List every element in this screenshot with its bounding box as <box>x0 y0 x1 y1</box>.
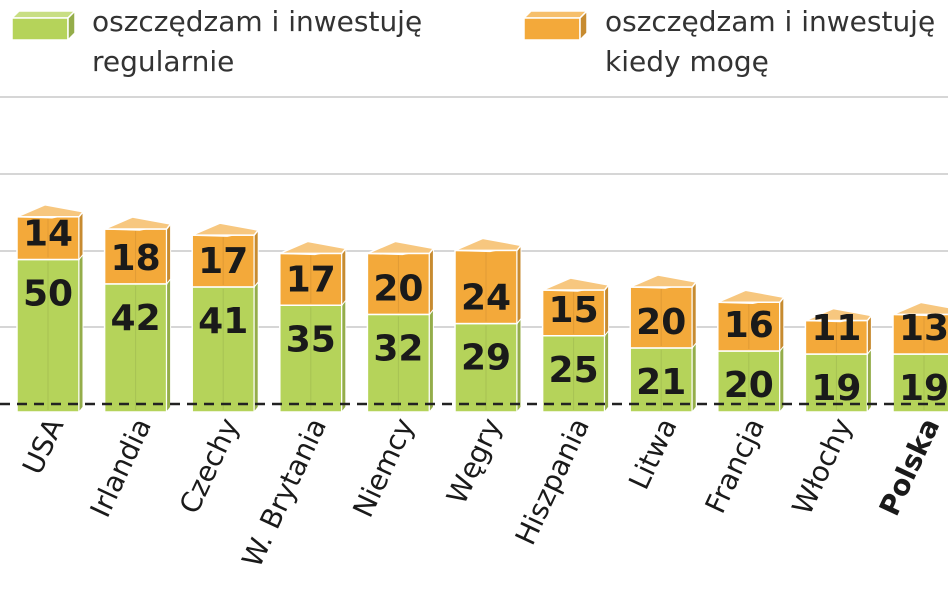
legend-label-regular-line2: regularnie <box>92 45 234 78</box>
bar-top-cap <box>542 277 610 291</box>
category-label-węgry: Węgry <box>440 413 508 509</box>
value-label-when-possible: 20 <box>636 302 686 343</box>
category-label-niemcy: Niemcy <box>346 413 420 522</box>
bar-top-cap <box>805 307 873 322</box>
bar-segment-when-possible <box>629 280 697 350</box>
value-label-regular: 32 <box>373 328 423 369</box>
bar-segment-regular <box>804 347 872 414</box>
bar-segment-when-possible <box>16 210 84 261</box>
category-label-irlandia: Irlandia <box>84 413 158 522</box>
value-label-regular: 35 <box>286 319 336 360</box>
value-label-when-possible: 17 <box>286 259 336 300</box>
bar-top-cap <box>104 216 172 230</box>
value-label-when-possible: 17 <box>198 241 248 282</box>
category-label-litwa: Litwa <box>622 413 683 494</box>
value-label-regular: 41 <box>198 301 248 342</box>
bar-segment-regular <box>103 277 172 414</box>
value-label-regular: 25 <box>549 350 599 391</box>
bar-segment-when-possible <box>103 222 172 286</box>
value-label-when-possible: 14 <box>23 214 73 255</box>
bar-top-cap <box>629 274 698 288</box>
legend-swatch-regular <box>10 9 77 42</box>
bar-segment-regular <box>191 280 259 414</box>
value-label-when-possible: 13 <box>899 308 948 349</box>
value-label-regular: 42 <box>111 298 161 339</box>
value-label-regular: 19 <box>811 368 861 409</box>
category-label-czechy: Czechy <box>173 413 246 519</box>
bar-segment-regular <box>892 353 948 413</box>
bar-segment-when-possible <box>191 228 259 289</box>
category-label-w-brytania: W. Brytania <box>235 413 333 572</box>
category-label-usa: USA <box>16 413 70 479</box>
legend: oszczędzam i inwestuję regularnie oszczę… <box>10 5 935 78</box>
legend-swatch-when-possible <box>522 9 589 42</box>
value-label-regular: 19 <box>899 368 948 409</box>
bar-top-cap <box>367 240 435 255</box>
bar-segment-when-possible <box>541 283 610 338</box>
bar-segment-regular <box>279 298 347 414</box>
category-label-hiszpania: Hiszpania <box>509 413 596 550</box>
value-label-regular: 29 <box>461 338 511 379</box>
bar-segment-when-possible <box>717 295 785 353</box>
value-label-regular: 20 <box>724 365 774 406</box>
bar-segment-regular <box>454 317 522 414</box>
legend-label-when-possible-line2: kiedy mogę <box>605 45 769 78</box>
bar-top-cap <box>717 289 786 303</box>
category-label-włochy: Włochy <box>786 413 859 520</box>
value-label-regular: 50 <box>23 274 73 315</box>
bar-top-cap <box>191 222 260 236</box>
legend-label-when-possible-line1: oszczędzam i inwestuję <box>605 5 935 38</box>
category-label-polska: Polska <box>873 413 947 521</box>
value-label-when-possible: 15 <box>549 290 599 331</box>
bar-segment-regular <box>16 253 84 414</box>
value-label-when-possible: 16 <box>724 305 774 346</box>
category-label-francja: Francja <box>699 413 772 518</box>
bar-segment-when-possible <box>279 246 347 307</box>
bar-top-cap <box>279 240 348 255</box>
bar-top-cap <box>454 237 523 252</box>
bar-segment-when-possible <box>366 246 434 316</box>
bar-top-cap <box>16 204 85 218</box>
value-label-regular: 21 <box>636 362 686 403</box>
bar-segment-regular <box>366 307 434 414</box>
bar-segment-when-possible <box>454 243 522 325</box>
value-label-when-possible: 11 <box>811 308 861 349</box>
legend-item-regular: oszczędzam i inwestuję regularnie <box>10 5 422 78</box>
legend-item-when-possible: oszczędzam i inwestuję kiedy mogę <box>522 5 935 78</box>
value-label-when-possible: 20 <box>373 268 423 309</box>
value-label-when-possible: 18 <box>111 238 161 279</box>
value-label-when-possible: 24 <box>461 278 511 319</box>
bars: 5014421841173517322029242515212020161911… <box>16 204 948 414</box>
bar-top-cap <box>892 301 948 316</box>
legend-label-regular-line1: oszczędzam i inwestuję <box>92 5 422 38</box>
